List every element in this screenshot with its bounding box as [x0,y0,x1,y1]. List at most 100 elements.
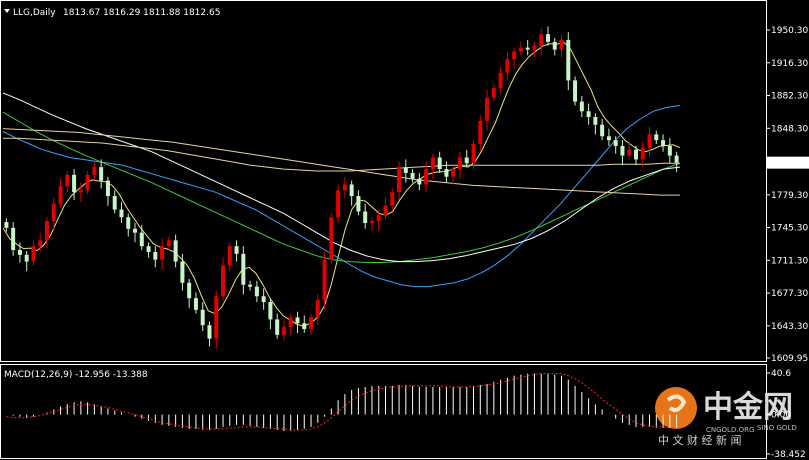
candle-body [214,296,219,339]
candle-body [38,240,43,247]
candle-body [369,221,374,224]
candle-body [51,203,56,222]
candle-body [302,323,307,330]
candle-body [471,144,476,164]
candle-body [200,309,205,326]
watermark-small: 中 文 财 经 新 闻 [658,433,741,447]
candle-body [559,39,564,50]
candle-body [221,265,226,297]
candle-body [498,72,503,89]
candle-body [180,261,185,283]
candle-body [654,134,659,141]
moving-average-lines [2,41,681,327]
candle-body [24,254,29,262]
candle-body [491,88,496,98]
y-tick-label: 1950.30 [771,26,808,36]
y-tick-label: 1745.30 [771,224,808,234]
candle-body [606,136,611,141]
candle-body [322,259,327,301]
candle-body [403,167,408,173]
candle-body [309,317,314,330]
macd-signal-line [6,373,677,431]
y-tick-label: 1882.30 [771,92,808,102]
candle-body [545,34,550,42]
candle-body [647,134,652,148]
candle-body [505,59,510,73]
candle-body [518,47,523,52]
watermark: 中金网 SINO GOLD CNGOLD.ORG 中 文 财 经 新 闻 [655,387,797,447]
candle-body [633,149,638,160]
candle-body [457,157,462,170]
candle-body [532,45,537,50]
macd-title: MACD(12,26,9) -12.956 -13.388 [4,370,148,380]
ma-line-fast [2,41,681,327]
candle-body [248,284,253,287]
candle-body [58,186,63,204]
y-tick-label: 1916.30 [771,59,808,69]
candle-body [600,124,605,137]
candle-body [661,140,666,146]
candle-body [227,246,232,266]
candle-body [566,39,571,81]
y-tick-label: 1609.95 [771,354,808,364]
candle-body [539,34,544,46]
candle-body [72,174,77,193]
candle-body [173,240,178,262]
candle-body [627,149,632,156]
candle-body [451,169,456,177]
candle-body [525,47,530,50]
ma-line-blue [2,105,681,288]
candle-body [92,167,97,175]
candle-body [153,251,158,260]
y-tick-label: 1711.30 [771,256,808,266]
candle-body [512,51,517,60]
candle-body [241,253,246,285]
macd-signal [6,373,677,431]
candle-body [329,217,334,260]
candle-body [579,101,584,112]
chart-symbol: LLG,Daily [13,8,56,18]
macd-axis: 40.6 0.00 -38.452 [766,369,806,460]
candle-body [166,240,171,247]
candle-body [640,147,645,160]
macd-y-tick-label: 40.6 [771,369,791,379]
y-tick-label: 1643.30 [771,322,808,332]
ma-line-white [2,92,681,263]
candle-body [485,97,490,121]
candle-body [573,80,578,102]
candle-body [444,169,449,177]
candlesticks [4,26,679,349]
candle-body [31,246,36,262]
candle-body [146,246,151,252]
macd-y-tick-label: -38.452 [771,450,806,460]
candle-body [376,215,381,222]
macd-histogram [12,373,678,431]
y-tick-label: 1848.30 [771,124,808,134]
candle-body [78,190,83,193]
candle-body [126,217,131,229]
cngold-logo-swirl [666,394,687,412]
candle-body [430,157,435,170]
ma-line-tan-lower [3,137,680,172]
y-tick-label: 1677.30 [771,289,808,299]
candle-body [45,221,50,241]
candle-body [261,296,266,303]
current-price-tag [767,156,809,169]
candle-body [65,174,70,187]
candle-body [410,172,415,179]
candle-body [586,111,591,118]
candle-body [160,246,165,260]
watermark-tiny-1: SINO GOLD [757,424,797,432]
candle-body [85,174,90,191]
candle-body [383,205,388,216]
candle-body [17,250,22,255]
main-plot-frame [0,0,767,362]
candle-body [281,327,286,335]
dropdown-triangle-icon[interactable] [4,9,10,13]
candle-body [105,180,110,197]
ma-line-tan-upper [2,128,680,196]
ma-line-green [2,111,681,263]
candle-body [342,184,347,191]
candle-body [268,302,273,320]
